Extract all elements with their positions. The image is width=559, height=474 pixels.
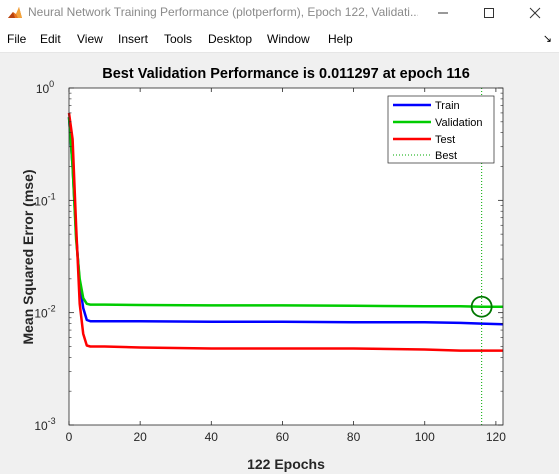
x-tick-label: 0 — [66, 430, 73, 444]
window-title: Neural Network Training Performance (plo… — [28, 5, 418, 19]
x-tick-label: 40 — [205, 430, 219, 444]
legend-label-test: Test — [435, 134, 455, 146]
maximize-icon — [484, 8, 494, 18]
series-layer — [67, 112, 504, 352]
close-button[interactable] — [512, 0, 558, 26]
menu-desktop[interactable]: Desktop — [208, 32, 253, 46]
legend-label-train: Train — [435, 100, 460, 112]
close-icon — [529, 7, 541, 19]
figure-area: Best Validation Performance is 0.011297 … — [0, 53, 559, 474]
x-tick-label: 120 — [486, 430, 506, 444]
x-tick-label: 60 — [276, 430, 290, 444]
x-tick-label: 20 — [133, 430, 147, 444]
menu-help[interactable]: Help — [328, 32, 353, 46]
legend-box — [387, 95, 495, 164]
legend-label-best: Best — [435, 150, 457, 162]
menu-insert[interactable]: Insert — [118, 32, 149, 46]
y-axis-label: Mean Squared Error (mse) — [20, 169, 36, 344]
x-axis-label: 122 Epochs — [247, 456, 325, 472]
minimize-icon — [438, 12, 448, 14]
menu-file[interactable]: File — [7, 32, 27, 46]
series-line-test — [67, 112, 503, 352]
menu-view[interactable]: View — [77, 32, 103, 46]
maximize-button[interactable] — [466, 0, 512, 26]
best-layer — [470, 88, 493, 425]
chart-title: Best Validation Performance is 0.011297 … — [102, 66, 470, 82]
legend-label-validation: Validation — [435, 117, 483, 129]
menu-bar: File Edit View Insert Tools Desktop Wind… — [0, 26, 559, 53]
title-bar: Neural Network Training Performance (plo… — [0, 0, 559, 26]
y-tick-label: 10-2 — [34, 304, 55, 321]
matlab-icon — [8, 7, 22, 18]
dock-arrow-icon[interactable]: ↘ — [542, 33, 552, 45]
y-tick-label: 100 — [36, 79, 54, 96]
menu-tools[interactable]: Tools — [164, 32, 193, 46]
minimize-button[interactable] — [420, 0, 466, 26]
y-tick-label: 10-3 — [34, 416, 55, 433]
performance-chart: Best Validation Performance is 0.011297 … — [20, 66, 506, 472]
menu-edit[interactable]: Edit — [40, 32, 61, 46]
y-tick-label: 10-1 — [34, 191, 55, 208]
legend: Train Validation Test Best — [387, 95, 495, 164]
menu-window[interactable]: Window — [267, 32, 310, 46]
axes-box — [68, 87, 504, 426]
x-tick-label: 100 — [415, 430, 435, 444]
x-tick-label: 80 — [347, 430, 361, 444]
best-point-marker — [470, 295, 493, 318]
ticks-layer: 0 20 40 60 80 100 120 100 10-1 10-2 10-3 — [34, 79, 506, 444]
